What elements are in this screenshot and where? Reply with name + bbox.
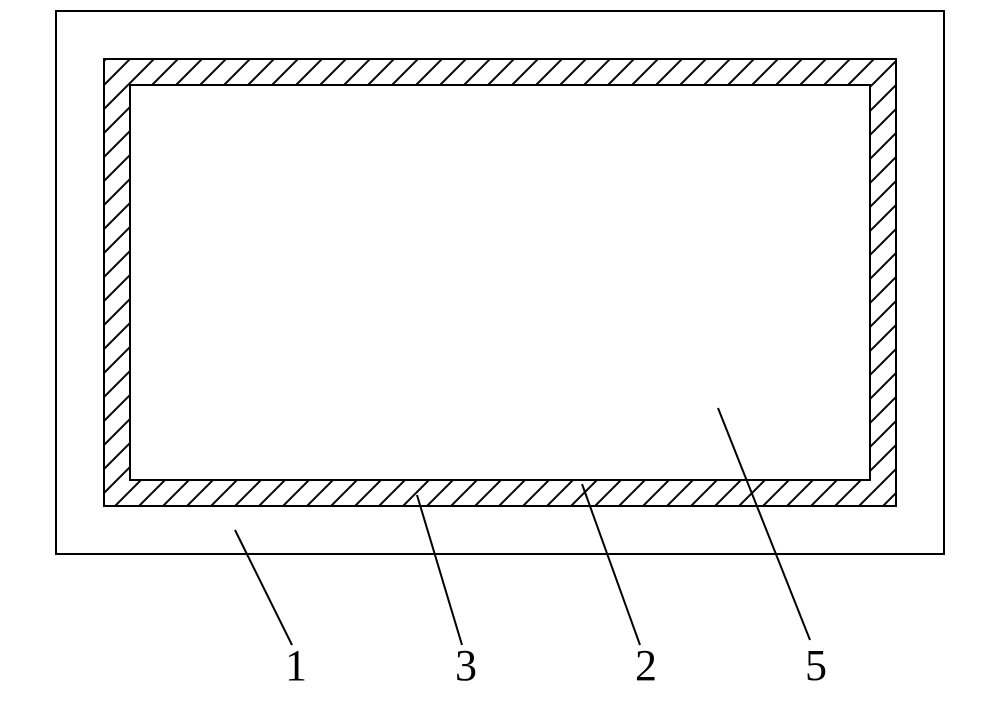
label-2: 2 xyxy=(635,640,657,691)
label-1: 1 xyxy=(285,640,307,691)
label-5: 5 xyxy=(805,640,827,691)
label-3: 3 xyxy=(455,640,477,691)
diagram-container xyxy=(55,10,945,555)
inner-rectangle xyxy=(129,84,871,481)
